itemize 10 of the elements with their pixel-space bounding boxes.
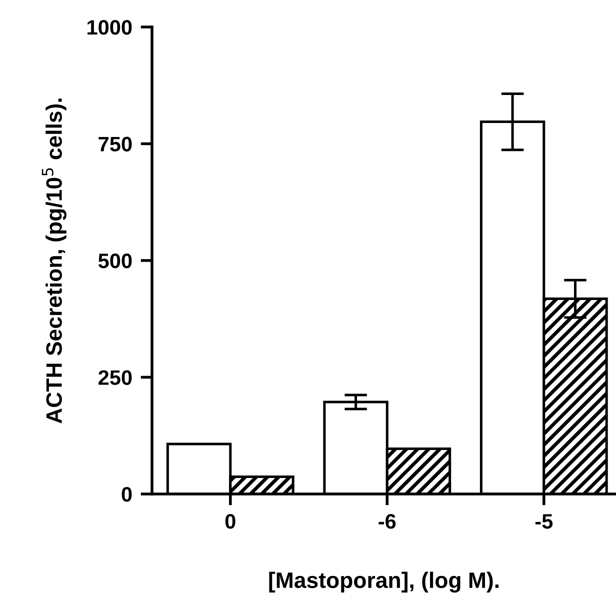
x-tick-label: 0: [225, 514, 236, 529]
x-axis-title: [Mastoporan], (log M).: [269, 572, 499, 593]
y-tick-label: 0: [122, 487, 132, 502]
x-tick-label: -6: [378, 514, 396, 529]
x-tick-label: -5: [535, 514, 553, 529]
y-axis-title: ACTH Secretion, (pg/10$^{5}$ cells).: [42, 98, 66, 424]
y-tick-label: 500: [98, 254, 132, 268]
y-tick-label: 250: [98, 370, 132, 386]
y-tick-label: 1000: [88, 20, 132, 35]
y-tick-label: 750: [98, 136, 132, 152]
